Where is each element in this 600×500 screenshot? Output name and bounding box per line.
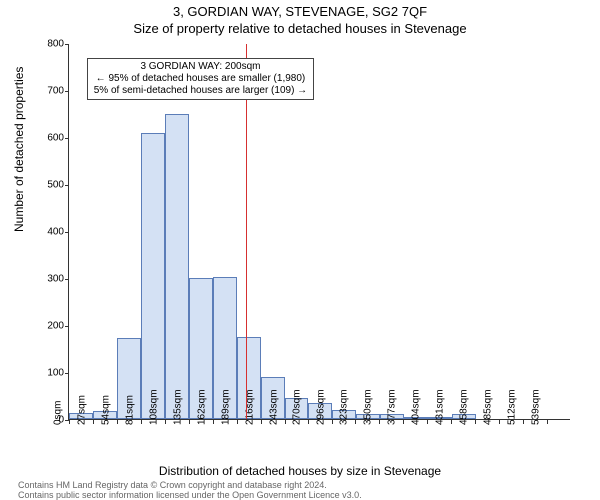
x-tick-label: 458sqm — [459, 389, 470, 425]
x-tick-mark — [69, 420, 70, 424]
x-tick-mark — [427, 420, 428, 424]
y-tick-mark — [65, 44, 69, 45]
x-tick-mark — [451, 420, 452, 424]
y-tick-label: 300 — [34, 274, 64, 285]
y-tick-label: 700 — [34, 86, 64, 97]
chart-area: 01002003004005006007008000sqm27sqm54sqm8… — [68, 44, 570, 420]
y-tick-mark — [65, 138, 69, 139]
x-tick-label: 0sqm — [53, 401, 64, 425]
footer-line-2: Contains public sector information licen… — [18, 490, 362, 500]
address-line: 3, GORDIAN WAY, STEVENAGE, SG2 7QF — [0, 0, 600, 19]
x-tick-label: 377sqm — [387, 389, 398, 425]
x-axis-label: Distribution of detached houses by size … — [0, 464, 600, 478]
x-tick-mark — [93, 420, 94, 424]
x-tick-mark — [523, 420, 524, 424]
x-tick-label: 350sqm — [363, 389, 374, 425]
x-tick-mark — [237, 420, 238, 424]
footer-line-1: Contains HM Land Registry data © Crown c… — [18, 480, 362, 490]
x-tick-mark — [213, 420, 214, 424]
x-tick-label: 27sqm — [76, 395, 87, 425]
x-tick-label: 243sqm — [268, 389, 279, 425]
x-tick-label: 135sqm — [172, 389, 183, 425]
x-tick-label: 539sqm — [531, 389, 542, 425]
x-tick-mark — [499, 420, 500, 424]
x-tick-mark — [403, 420, 404, 424]
x-tick-label: 189sqm — [220, 389, 231, 425]
y-tick-mark — [65, 326, 69, 327]
y-tick-label: 500 — [34, 180, 64, 191]
x-tick-mark — [547, 420, 548, 424]
marker-line — [246, 44, 247, 419]
y-tick-label: 100 — [34, 368, 64, 379]
x-tick-mark — [261, 420, 262, 424]
x-tick-mark — [355, 420, 356, 424]
x-tick-label: 296sqm — [315, 389, 326, 425]
x-tick-mark — [117, 420, 118, 424]
annotation-line: ← 95% of detached houses are smaller (1,… — [94, 73, 307, 85]
y-tick-label: 400 — [34, 227, 64, 238]
annotation-box: 3 GORDIAN WAY: 200sqm← 95% of detached h… — [87, 58, 314, 100]
histogram-bar — [165, 114, 189, 419]
x-tick-mark — [332, 420, 333, 424]
x-tick-label: 81sqm — [124, 395, 135, 425]
x-tick-mark — [141, 420, 142, 424]
x-tick-mark — [308, 420, 309, 424]
x-tick-label: 512sqm — [507, 389, 518, 425]
x-tick-label: 404sqm — [411, 389, 422, 425]
x-tick-label: 323sqm — [339, 389, 350, 425]
x-tick-mark — [475, 420, 476, 424]
x-tick-label: 270sqm — [292, 389, 303, 425]
y-tick-label: 600 — [34, 133, 64, 144]
y-tick-mark — [65, 279, 69, 280]
y-tick-mark — [65, 185, 69, 186]
x-tick-label: 431sqm — [435, 389, 446, 425]
histogram-bar — [141, 133, 165, 419]
x-tick-label: 485sqm — [483, 389, 494, 425]
annotation-line: 3 GORDIAN WAY: 200sqm — [94, 61, 307, 73]
x-tick-label: 54sqm — [100, 395, 111, 425]
y-tick-label: 800 — [34, 39, 64, 50]
y-tick-mark — [65, 91, 69, 92]
y-tick-mark — [65, 232, 69, 233]
x-tick-mark — [189, 420, 190, 424]
x-tick-mark — [285, 420, 286, 424]
annotation-line: 5% of semi-detached houses are larger (1… — [94, 85, 307, 97]
y-axis-label: Number of detached properties — [12, 67, 26, 232]
x-tick-mark — [165, 420, 166, 424]
chart-container: 3, GORDIAN WAY, STEVENAGE, SG2 7QF Size … — [0, 0, 600, 500]
chart-title: Size of property relative to detached ho… — [0, 19, 600, 36]
x-tick-mark — [379, 420, 380, 424]
footer-attribution: Contains HM Land Registry data © Crown c… — [18, 480, 362, 500]
y-tick-mark — [65, 373, 69, 374]
plot-region: 01002003004005006007008000sqm27sqm54sqm8… — [68, 44, 570, 420]
y-tick-label: 200 — [34, 321, 64, 332]
x-tick-label: 108sqm — [148, 389, 159, 425]
x-tick-label: 162sqm — [196, 389, 207, 425]
